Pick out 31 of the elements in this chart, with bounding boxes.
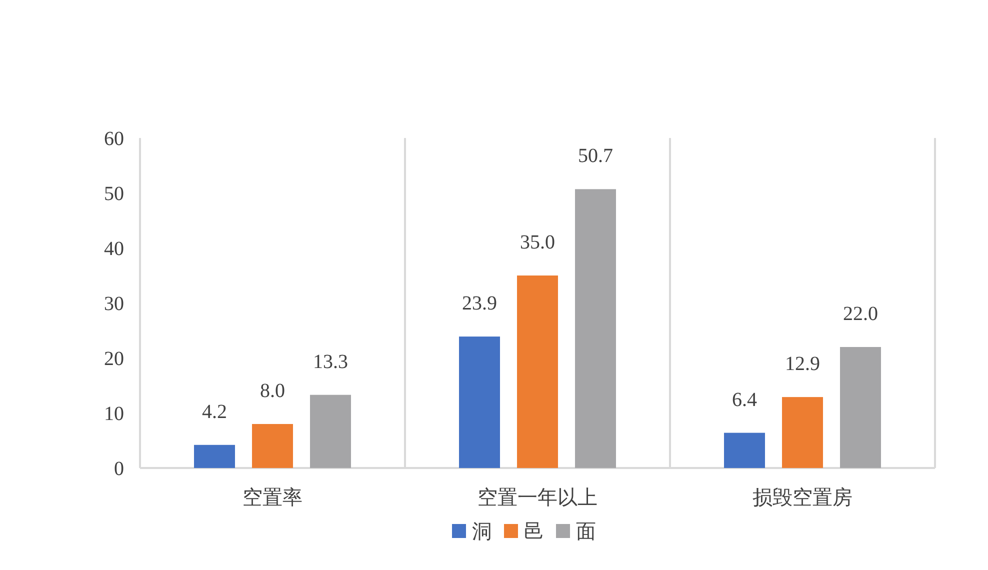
y-tick-label: 0	[114, 458, 124, 480]
legend-label: 面	[576, 519, 596, 543]
text: 13.3	[313, 350, 348, 373]
bar	[517, 276, 558, 468]
bar	[782, 397, 823, 468]
bar	[252, 424, 293, 468]
text: 50.7	[578, 145, 613, 168]
bar	[840, 347, 881, 468]
x-tick-label: 损毁空置房	[752, 485, 852, 509]
text: 6.4	[732, 388, 757, 411]
text: 8.0	[260, 380, 285, 402]
bar	[575, 189, 616, 468]
x-tick-label: 空置一年以上	[478, 485, 598, 509]
text: 23.9	[462, 292, 497, 315]
bar	[310, 394, 351, 468]
legend-label: 邑	[524, 519, 544, 543]
y-tick-label: 10	[104, 403, 124, 425]
bar	[194, 444, 235, 468]
text: 4.2	[202, 400, 227, 423]
y-tick-label: 30	[104, 293, 124, 315]
text: 22.0	[843, 303, 878, 325]
x-tick-label: 空置率	[242, 485, 302, 509]
y-tick-label: 40	[104, 238, 124, 260]
text: 12.9	[785, 353, 820, 376]
bar	[459, 336, 500, 468]
y-tick-label: 20	[104, 348, 124, 370]
y-tick-label: 60	[104, 128, 124, 150]
legend-label: 洞	[472, 519, 492, 543]
text: 35.0	[520, 232, 555, 254]
y-tick-label: 50	[104, 183, 124, 205]
bar	[724, 432, 765, 468]
